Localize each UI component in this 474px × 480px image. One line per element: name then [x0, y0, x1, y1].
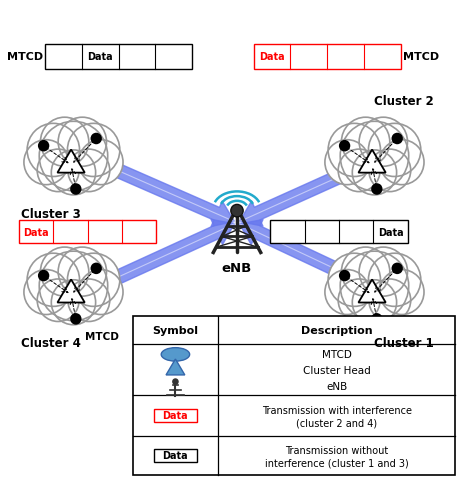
Circle shape	[27, 124, 80, 177]
Text: Cluster 2: Cluster 2	[374, 94, 434, 108]
Circle shape	[68, 150, 109, 192]
Bar	[45, 45, 192, 70]
Circle shape	[328, 124, 381, 177]
Circle shape	[67, 253, 120, 307]
Circle shape	[79, 270, 123, 315]
Circle shape	[70, 313, 82, 325]
Circle shape	[339, 141, 350, 152]
Circle shape	[359, 118, 408, 167]
Text: Data: Data	[163, 450, 188, 460]
Text: Data: Data	[87, 52, 113, 62]
Circle shape	[328, 253, 381, 307]
Circle shape	[338, 150, 380, 192]
FancyArrowPatch shape	[116, 165, 235, 227]
Bar	[154, 409, 197, 421]
Text: Data: Data	[163, 410, 188, 420]
Text: eNB: eNB	[222, 262, 252, 275]
Polygon shape	[57, 150, 85, 173]
Circle shape	[380, 270, 424, 315]
Circle shape	[369, 279, 410, 322]
Circle shape	[368, 253, 421, 307]
FancyArrowPatch shape	[239, 165, 355, 227]
Circle shape	[91, 263, 102, 275]
Circle shape	[51, 280, 96, 325]
Circle shape	[392, 263, 403, 275]
Circle shape	[352, 280, 397, 325]
Circle shape	[340, 252, 409, 321]
Circle shape	[67, 124, 120, 177]
Circle shape	[340, 122, 409, 192]
Circle shape	[24, 140, 68, 185]
Circle shape	[341, 118, 390, 167]
Text: MTCD: MTCD	[7, 52, 43, 62]
Circle shape	[371, 313, 383, 325]
Text: Data: Data	[259, 52, 285, 62]
Circle shape	[359, 248, 408, 297]
Ellipse shape	[161, 348, 190, 361]
Text: interference (cluster 1 and 3): interference (cluster 1 and 3)	[264, 457, 409, 467]
Text: Data: Data	[378, 228, 403, 237]
Polygon shape	[166, 360, 185, 375]
Text: Transmission with interference: Transmission with interference	[262, 405, 411, 415]
Text: Cluster 3: Cluster 3	[21, 207, 81, 220]
Bar	[133, 317, 455, 475]
Text: Cluster Head: Cluster Head	[303, 365, 371, 375]
Circle shape	[37, 279, 79, 322]
Circle shape	[51, 151, 96, 195]
Circle shape	[341, 248, 390, 297]
Circle shape	[339, 270, 350, 282]
Text: Data: Data	[23, 228, 49, 237]
Circle shape	[58, 248, 107, 297]
Circle shape	[68, 279, 109, 322]
Polygon shape	[358, 150, 386, 173]
Text: (cluster 2 and 4): (cluster 2 and 4)	[296, 417, 377, 427]
Circle shape	[40, 118, 89, 167]
Circle shape	[38, 270, 49, 282]
Text: eNB: eNB	[326, 381, 347, 391]
Text: Symbol: Symbol	[153, 325, 199, 336]
Circle shape	[39, 252, 108, 321]
Text: Description: Description	[301, 325, 373, 336]
Bar	[154, 449, 197, 462]
Polygon shape	[358, 280, 386, 303]
Text: MTCD: MTCD	[403, 52, 439, 62]
Circle shape	[79, 140, 123, 185]
Circle shape	[392, 133, 403, 145]
Circle shape	[231, 205, 243, 217]
Text: Transmission without: Transmission without	[285, 445, 388, 455]
Bar	[254, 45, 401, 70]
Circle shape	[352, 151, 397, 195]
Circle shape	[58, 118, 107, 167]
Bar	[270, 221, 408, 244]
Circle shape	[369, 150, 410, 192]
Circle shape	[70, 184, 82, 195]
Text: MTCD: MTCD	[85, 331, 119, 341]
Circle shape	[40, 248, 89, 297]
Circle shape	[24, 270, 68, 315]
Circle shape	[371, 184, 383, 195]
Polygon shape	[57, 280, 85, 303]
FancyArrowPatch shape	[116, 220, 235, 284]
Bar	[19, 221, 156, 244]
Text: MTCD: MTCD	[322, 349, 352, 360]
Circle shape	[325, 270, 369, 315]
Circle shape	[38, 141, 49, 152]
Circle shape	[380, 140, 424, 185]
Circle shape	[91, 133, 102, 145]
Text: Cluster 4: Cluster 4	[21, 336, 81, 350]
Circle shape	[368, 124, 421, 177]
Circle shape	[27, 253, 80, 307]
Circle shape	[39, 122, 108, 192]
Circle shape	[338, 279, 380, 322]
Circle shape	[37, 150, 79, 192]
Circle shape	[172, 379, 179, 385]
FancyArrowPatch shape	[239, 220, 355, 284]
Text: Cluster 1: Cluster 1	[374, 336, 434, 350]
Circle shape	[325, 140, 369, 185]
